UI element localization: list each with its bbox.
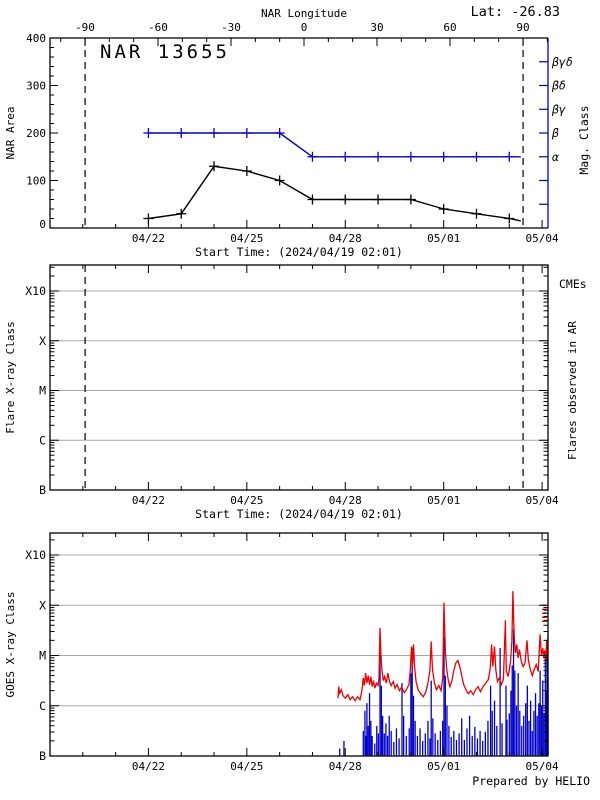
class-tick-label: M: [39, 384, 46, 398]
latitude-label: Lat: -26.83: [471, 4, 560, 20]
x-tick-label: 05/04: [526, 494, 559, 507]
panel-title: NAR 13655: [100, 41, 230, 63]
mag-class-tick-label: α: [552, 150, 559, 164]
y-axis-title: NAR Area: [4, 107, 17, 160]
cmes-label: CMEs: [559, 277, 587, 291]
longitude-tick-label: 60: [443, 21, 456, 34]
x-tick-label: 05/04: [526, 760, 559, 773]
nar-area-point: [307, 194, 318, 205]
nar-area-point: [274, 175, 285, 186]
mag-class-tick-label: βγ: [551, 102, 566, 116]
nar-area-point: [504, 213, 515, 224]
class-tick-label: M: [39, 649, 46, 663]
longitude-tick-label: 0: [301, 21, 308, 34]
longitude-tick-label: 90: [516, 21, 529, 34]
nar-area-point: [241, 166, 252, 176]
nar-area-point: [405, 194, 416, 205]
y-tick-label: 100: [26, 175, 46, 188]
x-tick-label: 05/04: [526, 232, 559, 245]
mag-class-tick-label: βγδ: [551, 55, 573, 69]
longitude-tick-label: -90: [75, 21, 95, 34]
x-tick-label: 04/22: [132, 232, 165, 245]
y-tick-label: 200: [26, 127, 46, 140]
nar-area-point: [209, 161, 220, 172]
mag-class-point: [405, 151, 416, 162]
x-tick-label: 04/28: [329, 760, 362, 773]
class-tick-label: B: [39, 483, 46, 497]
mag-class-point: [176, 128, 187, 138]
y-tick-label: 0: [39, 218, 46, 231]
x-tick-label: 04/25: [230, 760, 263, 773]
longitude-tick-label: -30: [221, 21, 241, 34]
y-tick-label: 300: [26, 80, 46, 93]
credit-label: Prepared by HELIO: [472, 774, 590, 788]
start-time-caption: Start Time: (2024/04/19 02:01): [195, 507, 403, 521]
mag-class-point: [471, 151, 482, 162]
longitude-axis-title: NAR Longitude: [261, 7, 347, 20]
x-tick-label: 05/01: [427, 232, 460, 245]
x-tick-label: 04/28: [329, 232, 362, 245]
x-tick-label: 04/25: [230, 232, 263, 245]
nar-area-point: [438, 204, 449, 214]
mag-class-point: [438, 151, 449, 162]
y-tick-label: 400: [26, 32, 46, 45]
mag-class-point: [143, 128, 154, 138]
mag-class-point: [274, 128, 285, 138]
mag-class-point: [241, 128, 252, 138]
class-tick-label: C: [39, 699, 46, 713]
start-time-caption: Start Time: (2024/04/19 02:01): [195, 245, 403, 259]
nar-area-point: [340, 194, 351, 205]
class-tick-label: X: [39, 598, 46, 612]
panel-frame: [49, 264, 549, 491]
class-tick-label: C: [39, 433, 46, 447]
mag-class-tick-label: βδ: [551, 79, 566, 93]
mag-class-point: [373, 151, 384, 162]
x-tick-label: 04/22: [132, 494, 165, 507]
mag-class-point: [209, 128, 220, 138]
nar-area-point: [373, 194, 384, 205]
x-tick-label: 04/25: [230, 494, 263, 507]
class-tick-label: X10: [25, 548, 46, 562]
x-tick-label: 05/01: [427, 760, 460, 773]
mag-class-point: [504, 151, 515, 162]
mag-class-point: [340, 151, 351, 162]
nar-area-point: [176, 208, 187, 219]
mag-class-tick-label: β: [551, 126, 559, 140]
goes-xray-flux-curve: [337, 591, 549, 702]
x-tick-label: 05/01: [427, 494, 460, 507]
nar-area-point: [471, 208, 482, 219]
panel-frame: [49, 532, 549, 757]
longitude-tick-label: -60: [148, 21, 168, 34]
class-tick-label: X: [39, 334, 46, 348]
y-axis-title: GOES X-ray Class: [4, 592, 17, 698]
longitude-tick-label: 30: [370, 21, 383, 34]
mag-class-axis-title: Mag. Class: [577, 105, 591, 174]
class-tick-label: X10: [25, 284, 46, 298]
x-tick-label: 04/28: [329, 494, 362, 507]
class-tick-label: B: [39, 749, 46, 763]
y-axis-title: Flare X-ray Class: [4, 321, 17, 434]
mag-class-point: [307, 151, 318, 162]
flares-observed-label: Flares observed in AR: [566, 321, 579, 460]
x-tick-label: 04/22: [132, 760, 165, 773]
